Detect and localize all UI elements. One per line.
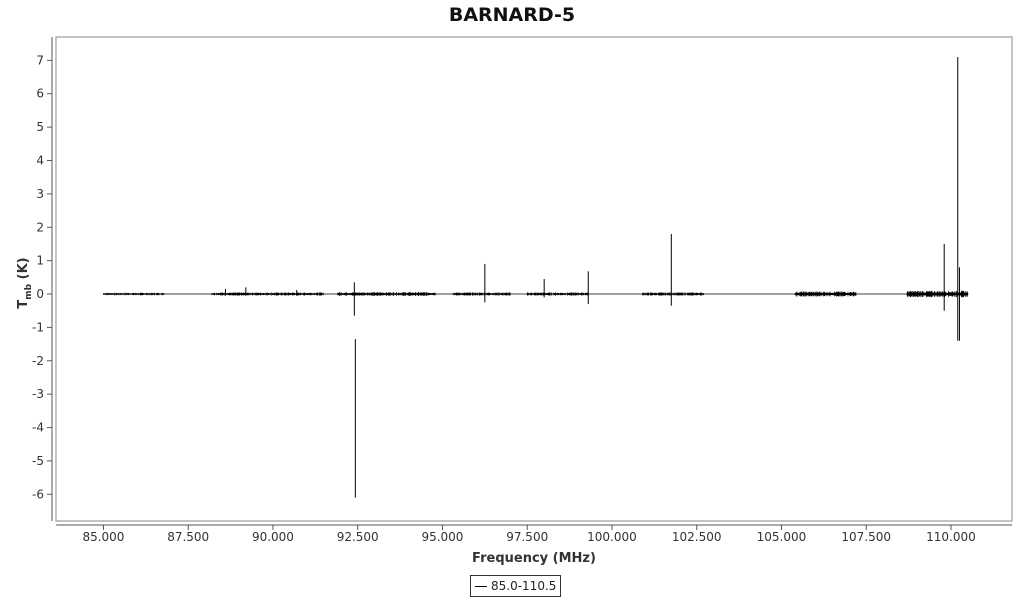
y-tick-label: -6 xyxy=(32,487,44,501)
x-tick-label: 87.500 xyxy=(167,530,209,544)
x-tick-label: 100.000 xyxy=(587,530,637,544)
plot-area-frame xyxy=(55,36,1013,522)
x-tick-label: 97.500 xyxy=(506,530,548,544)
x-tick-label: 102.500 xyxy=(672,530,722,544)
noise-band xyxy=(794,291,857,297)
y-axis-title-main: T xyxy=(16,300,31,309)
y-ticks: -6 -5 -4 -3 -2 -1 0 1 2 3 4 5 6 7 xyxy=(32,53,52,501)
legend-swatch xyxy=(475,585,487,587)
x-tick-label: 92.500 xyxy=(337,530,379,544)
x-tick-label: 95.000 xyxy=(421,530,463,544)
chart-title: BARNARD-5 xyxy=(448,4,576,26)
y-tick-label: 5 xyxy=(36,120,44,134)
y-tick-label: -5 xyxy=(32,454,44,468)
x-tick-label: 105.000 xyxy=(757,530,807,544)
y-tick-label: -2 xyxy=(32,354,44,368)
y-axis-title: Tmb (K) xyxy=(16,257,34,308)
legend: 85.0-110.5 xyxy=(470,575,562,597)
y-tick-label: -1 xyxy=(32,320,44,334)
noise-band xyxy=(642,292,704,296)
x-ticks: 85.000 87.500 90.000 92.500 95.000 97.500 100.… xyxy=(82,525,976,544)
x-tick-label: 110.000 xyxy=(926,530,976,544)
y-axis-title-unit: (K) xyxy=(16,257,31,283)
y-tick-label: -4 xyxy=(32,421,44,435)
noise-band xyxy=(103,292,165,296)
y-tick-label: 6 xyxy=(36,87,44,101)
x-tick-label: 90.000 xyxy=(252,530,294,544)
legend-label: 85.0-110.5 xyxy=(491,579,557,593)
y-tick-label: 1 xyxy=(36,254,44,268)
series-85-110-5 xyxy=(103,57,969,498)
noise-band xyxy=(452,292,511,296)
noise-band xyxy=(906,290,969,298)
noise-band xyxy=(211,292,324,296)
y-tick-label: 4 xyxy=(36,154,44,168)
x-tick-label: 85.000 xyxy=(82,530,124,544)
y-tick-label: 7 xyxy=(36,53,44,67)
x-tick-label: 107.500 xyxy=(841,530,891,544)
noise-band xyxy=(337,292,436,297)
y-axis-title-sub: mb xyxy=(24,283,34,299)
y-tick-label: 0 xyxy=(36,287,44,301)
x-axis-title: Frequency (MHz) xyxy=(472,551,596,566)
noise-band xyxy=(526,292,589,296)
y-tick-label: -3 xyxy=(32,387,44,401)
y-tick-label: 2 xyxy=(36,220,44,234)
y-tick-label: 3 xyxy=(36,187,44,201)
